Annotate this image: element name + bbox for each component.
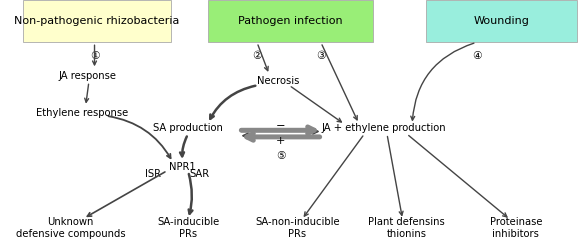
Text: Wounding: Wounding	[474, 16, 530, 26]
Text: Non-pathogenic rhizobacteria: Non-pathogenic rhizobacteria	[15, 16, 180, 26]
Text: ②: ②	[252, 51, 262, 61]
Text: NPR1: NPR1	[169, 162, 196, 172]
Text: −: −	[276, 122, 285, 131]
Text: Ethylene response: Ethylene response	[36, 108, 128, 118]
Text: Pathogen infection: Pathogen infection	[238, 16, 343, 26]
Text: SA-inducible
PRs: SA-inducible PRs	[157, 217, 219, 239]
Text: ISR: ISR	[145, 169, 161, 179]
Text: ①: ①	[90, 51, 99, 61]
Text: Unknown
defensive compounds: Unknown defensive compounds	[16, 217, 125, 239]
Text: JA response: JA response	[58, 71, 116, 81]
Text: SAR: SAR	[189, 169, 209, 179]
Text: SA production: SA production	[153, 123, 223, 133]
Text: Proteinase
inhibitors: Proteinase inhibitors	[490, 217, 542, 239]
Text: Necrosis: Necrosis	[257, 76, 299, 86]
Text: Plant defensins
thionins: Plant defensins thionins	[368, 217, 445, 239]
Text: ④: ④	[472, 51, 482, 61]
Text: JA + ethylene production: JA + ethylene production	[322, 123, 447, 133]
FancyBboxPatch shape	[208, 0, 373, 42]
Text: +: +	[276, 136, 285, 146]
FancyBboxPatch shape	[23, 0, 171, 42]
Text: ⑤: ⑤	[276, 151, 285, 161]
Text: ③: ③	[316, 51, 325, 61]
Text: SA-non-inducible
PRs: SA-non-inducible PRs	[255, 217, 340, 239]
FancyBboxPatch shape	[426, 0, 577, 42]
